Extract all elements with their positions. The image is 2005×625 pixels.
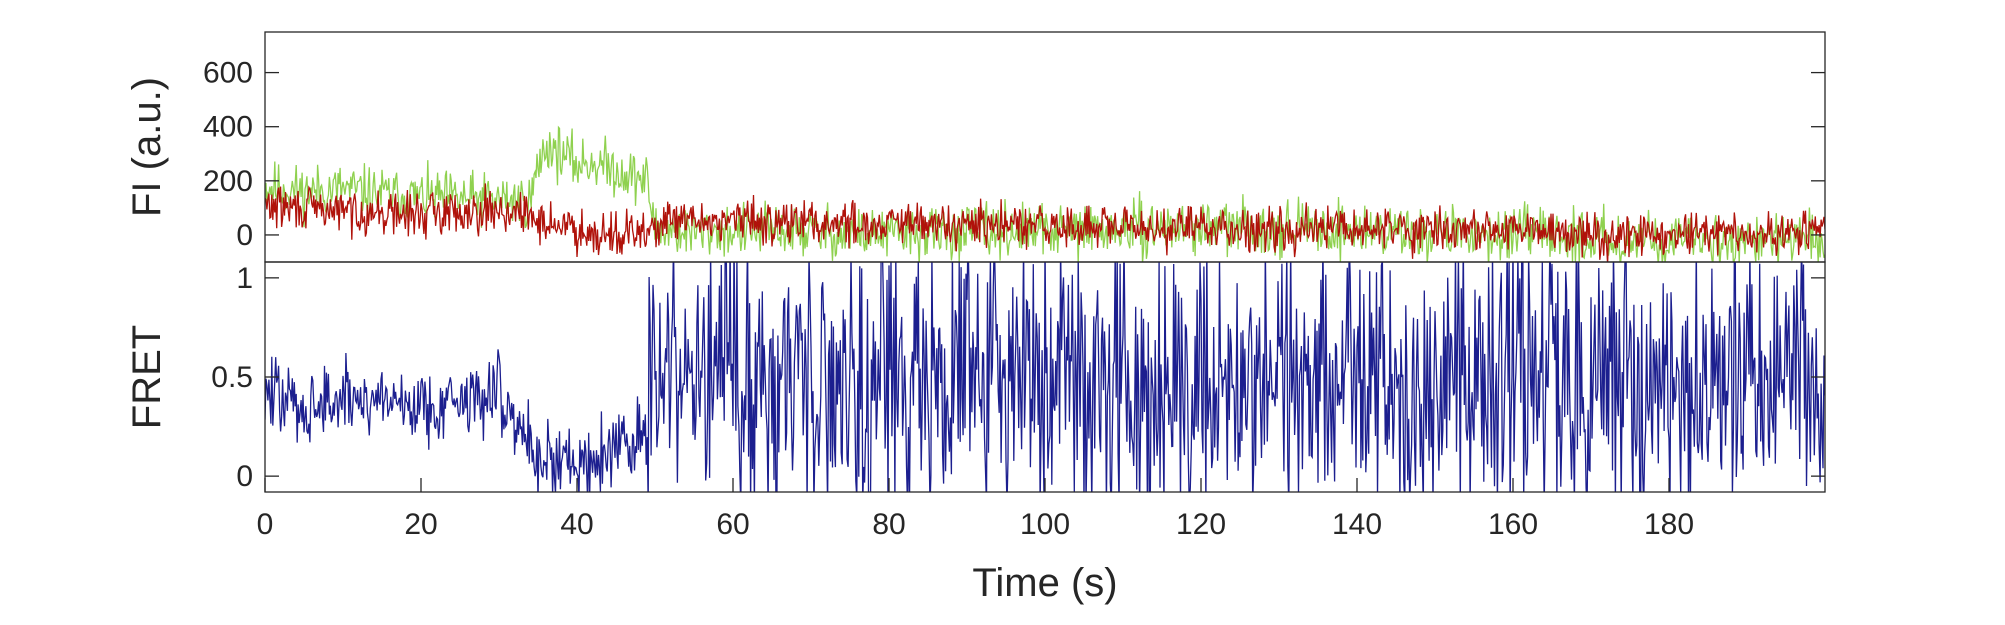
xtick-label: 60 xyxy=(716,508,749,541)
xtick-label: 140 xyxy=(1332,508,1382,541)
fret-ytick-label: 0.5 xyxy=(211,361,253,394)
fret-ytick-label: 1 xyxy=(236,262,253,295)
fret-ylabel: FRET xyxy=(125,325,169,429)
intensity-panel: 0 200 400 600 FI (a.u.) xyxy=(125,31,1826,263)
intensity-ylabel: FI (a.u.) xyxy=(125,77,169,217)
fret-ytick-label: 0 xyxy=(236,460,253,493)
xtick-label: 0 xyxy=(257,508,274,541)
intensity-ytick-label: 600 xyxy=(203,57,253,90)
xtick-label: 100 xyxy=(1020,508,1070,541)
intensity-ytick-label: 0 xyxy=(236,219,253,252)
intensity-ytick-label: 400 xyxy=(203,111,253,144)
acceptor-trace xyxy=(265,183,1825,262)
donor-trace xyxy=(265,125,1825,262)
fret-trace xyxy=(265,262,1825,492)
xtick-label: 120 xyxy=(1176,508,1226,541)
xlabel: Time (s) xyxy=(972,561,1117,605)
fret-panel: 0 0.5 1 0 20 40 60 80 100 120 140 160 180 FRET Time (s… xyxy=(125,261,1826,605)
xtick-label: 180 xyxy=(1644,508,1694,541)
xtick-label: 40 xyxy=(560,508,593,541)
intensity-ytick-label: 200 xyxy=(203,165,253,198)
xtick-label: 20 xyxy=(404,508,437,541)
xtick-label: 160 xyxy=(1488,508,1538,541)
xtick-label: 80 xyxy=(872,508,905,541)
